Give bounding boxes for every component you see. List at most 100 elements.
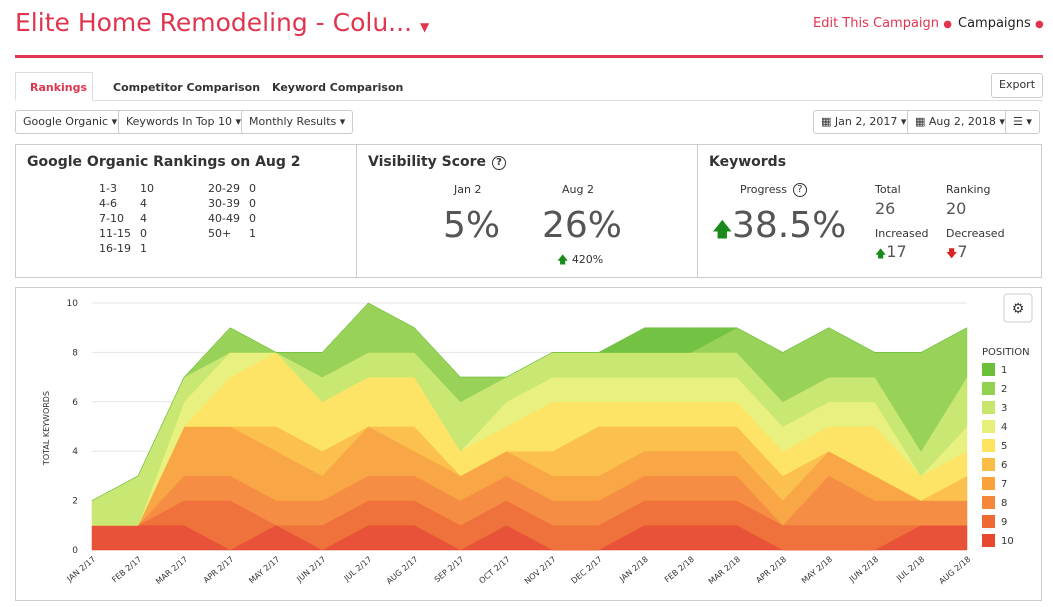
campaign-title[interactable]: Elite Home Remodeling - Colu... ▼ (15, 8, 429, 37)
label: Decreased (946, 227, 1005, 240)
rank-range: 16-19 (99, 242, 131, 255)
x-tick-label: JUL 2/18 (894, 555, 926, 584)
decreased: 7 (957, 242, 968, 261)
filter[interactable]: Google Organic (23, 115, 109, 128)
rank-count: 0 (249, 182, 256, 195)
date-start[interactable]: Jan 2, 2017 (834, 115, 898, 128)
rank-count: 0 (249, 197, 256, 210)
tab[interactable]: Competitor Comparison (113, 81, 261, 94)
y-tick-label: 0 (72, 546, 78, 556)
campaigns-icon: ● (1034, 19, 1044, 30)
legend-label: 7 (1001, 479, 1007, 490)
legend-label: 5 (1001, 441, 1007, 452)
area (91, 302, 968, 501)
filter[interactable]: Monthly Results (249, 115, 337, 128)
label: Total (875, 183, 901, 196)
caret[interactable]: ▼ (419, 20, 430, 34)
campaigns-link[interactable]: Campaigns ● (958, 16, 1044, 31)
legend-swatch (982, 420, 995, 433)
legend-swatch (982, 477, 995, 490)
rank-range: 20-29 (208, 182, 240, 195)
x-tick-label: JUL 2/17 (342, 555, 374, 584)
view-button[interactable]: ☰ ▾ (1005, 110, 1040, 134)
rank-range: 30-39 (208, 197, 240, 210)
up-arrow: 🡅 (712, 217, 733, 241)
x-tick-label: MAY 2/18 (800, 555, 834, 586)
label: Ranking (946, 183, 991, 196)
increased: 17 (886, 242, 907, 261)
x-tick-label: JAN 2/18 (617, 555, 650, 585)
x-tick-label: MAR 2/18 (707, 555, 742, 587)
legend-label: 9 (1001, 517, 1007, 528)
header-rule (15, 55, 1043, 58)
export-button[interactable]: Export (991, 73, 1044, 98)
legend-label: 1 (1001, 365, 1007, 376)
legend-label: 6 (1001, 460, 1007, 471)
x-tick-label: NOV 2/17 (523, 555, 558, 586)
chart-box: ⚙ 0 2 4 6 8 10 JAN 2/17 FEB 2/17 MAR 2/17 APR 2/1… (15, 287, 1042, 601)
settings-button[interactable] (1003, 293, 1033, 323)
panel-title: Keywords (709, 154, 787, 170)
y-tick-label: 8 (72, 348, 78, 358)
rank-range: 7-10 (99, 212, 124, 225)
x-tick-label: MAR 2/17 (154, 555, 189, 587)
legend-title: POSITION (982, 347, 1030, 358)
legend-swatch (982, 534, 995, 547)
up-arrow: 🡅 (557, 253, 569, 266)
rank-count: 1 (140, 242, 147, 255)
x-tick-label: JUN 2/17 (294, 555, 327, 585)
edit-text[interactable]: Edit This Campaign (813, 16, 940, 31)
panel-title: Visibility Score (368, 154, 487, 170)
change: 420% (571, 253, 604, 266)
help-icon[interactable]: ? (492, 156, 507, 170)
rank-count: 10 (140, 182, 154, 195)
legend-swatch (982, 382, 995, 395)
down-arrow: 🡇 (946, 247, 958, 260)
y-tick-label: 6 (72, 398, 78, 408)
legend-swatch (982, 401, 995, 414)
legend-label: 4 (1001, 422, 1007, 433)
label: Progress (740, 183, 787, 196)
total: 26 (875, 199, 896, 218)
up-arrow: 🡅 (875, 247, 887, 260)
legend-swatch (982, 439, 995, 452)
date-label: Aug 2 (562, 183, 594, 196)
x-tick-label: FEB 2/17 (110, 555, 143, 585)
legend-swatch (982, 458, 995, 471)
x-tick-label: MAY 2/17 (247, 555, 281, 586)
y-tick-label: 4 (72, 447, 78, 457)
active-tab[interactable] (15, 72, 93, 101)
rank-range: 4-6 (99, 197, 117, 210)
title-text[interactable]: Elite Home Remodeling - Colu... (15, 8, 413, 37)
keywords-panel: Keywords Progress? 🡅 38.5% Total 26 Rank… (697, 144, 1042, 278)
rankings-panel: Google Organic Rankings on Aug 2 1-3 10 4-… (15, 144, 357, 278)
score: 5% (443, 205, 501, 246)
ranking: 20 (946, 199, 967, 218)
gear-icon[interactable]: ⚙ (1012, 301, 1025, 317)
legend-label: 10 (1001, 536, 1014, 547)
x-tick-label: OCT 2/17 (477, 555, 511, 586)
rank-count: 0 (140, 227, 147, 240)
date-label: Jan 2 (454, 183, 482, 196)
legend-label: 8 (1001, 498, 1007, 509)
tab[interactable]: Keyword Comparison (272, 81, 404, 94)
x-tick-label: DEC 2/17 (569, 555, 603, 586)
help-icon[interactable]: ? (792, 183, 807, 197)
x-tick-label: FEB 2/18 (663, 555, 696, 585)
score: 26% (542, 205, 623, 246)
x-tick-label: APR 2/17 (202, 555, 236, 585)
rank-range: 1-3 (99, 182, 117, 195)
y-axis-label: TOTAL KEYWORDS (42, 391, 51, 466)
edit-link[interactable]: Edit This Campaign ● (813, 16, 952, 31)
chart: ⚙ 0 2 4 6 8 10 JAN 2/17 FEB 2/17 MAR 2/17 APR 2/1… (42, 293, 1033, 587)
x-tick-label: APR 2/18 (754, 555, 788, 585)
campaigns-text[interactable]: Campaigns (958, 16, 1031, 31)
filter[interactable]: Keywords In Top 10 (126, 115, 232, 128)
rank-range: 40-49 (208, 212, 240, 225)
legend-swatch (982, 363, 995, 376)
tab-rule (15, 100, 1043, 101)
tab[interactable]: Rankings (30, 81, 88, 94)
y-tick-label: 10 (67, 299, 79, 309)
date-end[interactable]: Aug 2, 2018 (928, 115, 996, 128)
